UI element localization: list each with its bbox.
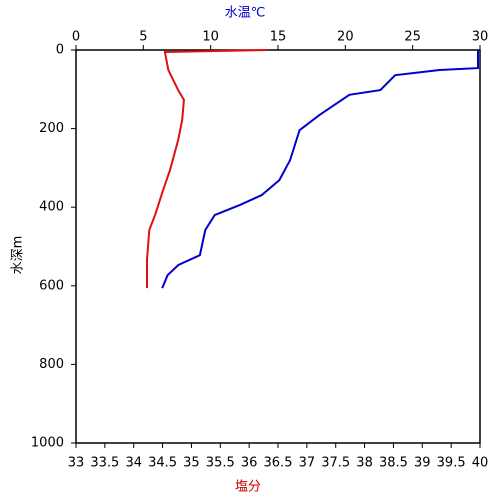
y-tick-label: 0	[56, 43, 64, 58]
x-tick-label: 33.5	[90, 456, 119, 471]
x2-tick-label: 25	[404, 30, 421, 45]
x-tick-label: 35	[183, 456, 200, 471]
y-tick-label: 200	[39, 121, 64, 136]
x2-tick-label: 20	[337, 30, 354, 45]
profile-line	[145, 49, 269, 289]
y-tick-label: 400	[39, 200, 64, 215]
y-tick-label: 1000	[31, 436, 64, 451]
profile-line	[161, 50, 479, 289]
x-tick-label: 37.5	[321, 456, 350, 471]
plot-frame	[75, 49, 481, 444]
x-tick-label: 37	[299, 456, 316, 471]
x-tick-label: 38	[356, 456, 373, 471]
x2-tick-label: 15	[270, 30, 287, 45]
y-tick-label: 600	[39, 278, 64, 293]
x-tick-label: 36.5	[264, 456, 293, 471]
x-tick-label: 39	[414, 456, 431, 471]
y-tick-label: 800	[39, 357, 64, 372]
x-tick-label: 39.5	[437, 456, 466, 471]
x2-tick-label: 5	[139, 30, 147, 45]
x2-tick-label: 10	[202, 30, 219, 45]
x-tick-label: 34	[125, 456, 142, 471]
x-tick-label: 35.5	[206, 456, 235, 471]
x-tick-label: 40	[472, 456, 489, 471]
x-tick-label: 38.5	[379, 456, 408, 471]
x2-tick-label: 0	[72, 30, 80, 45]
y-axis-label: 水深m	[11, 236, 26, 275]
x-axis-label: 塩分	[235, 480, 261, 495]
x2-axis-label: 水温℃	[225, 6, 266, 21]
x-tick-label: 34.5	[148, 456, 177, 471]
x-tick-label: 36	[241, 456, 258, 471]
x2-tick-label: 30	[472, 30, 489, 45]
x-tick-label: 33	[68, 456, 85, 471]
